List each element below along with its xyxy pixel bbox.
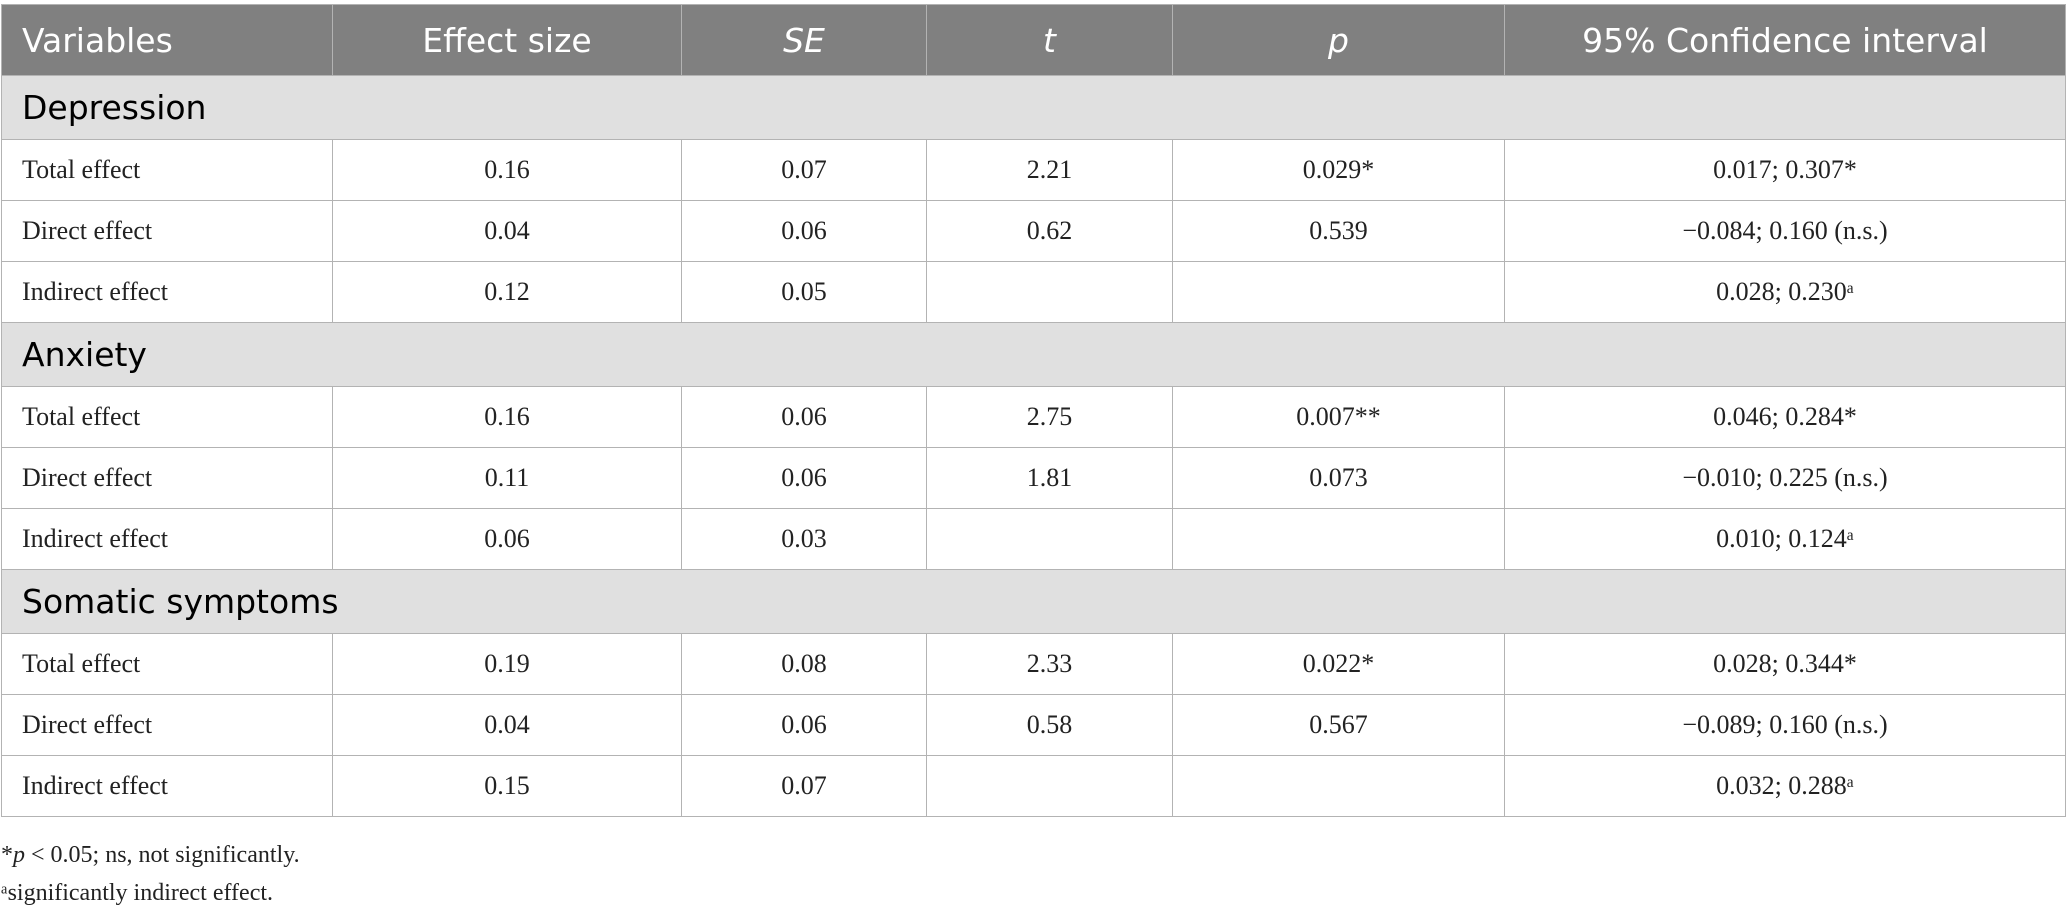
data-row: Indirect effect 0.12 0.05 0.028; 0.230ᵃ — [1, 261, 2066, 323]
cell — [926, 508, 1173, 570]
cell: 0.022* — [1172, 633, 1505, 695]
cell: 0.16 — [332, 139, 682, 201]
cell: 2.33 — [926, 633, 1173, 695]
section-title: Anxiety — [1, 322, 2066, 387]
cell: 0.06 — [681, 447, 927, 509]
data-row: Total effect 0.16 0.06 2.75 0.007** 0.046; 0.… — [1, 386, 2066, 448]
cell: −0.010; 0.225 (n.s.) — [1504, 447, 2066, 509]
cell: 0.539 — [1172, 200, 1505, 262]
cell: 0.08 — [681, 633, 927, 695]
data-row: Indirect effect 0.15 0.07 0.032; 0.288ᵃ — [1, 755, 2066, 817]
cell: 0.19 — [332, 633, 682, 695]
cell: 0.017; 0.307* — [1504, 139, 2066, 201]
cell — [1172, 261, 1505, 323]
column-header: SE — [681, 4, 927, 76]
cell: 0.16 — [332, 386, 682, 448]
cell: 2.75 — [926, 386, 1173, 448]
cell: 0.58 — [926, 694, 1173, 756]
footnote: ᵃsignificantly indirect effect. — [1, 880, 274, 906]
section-row: Anxiety — [1, 322, 2066, 387]
footnote-mark: * — [1, 842, 13, 868]
header-row: Variables Effect size SE t p 95% Confidence i… — [1, 4, 2066, 76]
cell: 0.62 — [926, 200, 1173, 262]
footnotes: *p < 0.05; ns, not significantly. ᵃsigni… — [1, 836, 300, 912]
row-label: Direct effect — [1, 447, 333, 509]
cell — [926, 261, 1173, 323]
cell: 0.07 — [681, 139, 927, 201]
cell: 0.04 — [332, 200, 682, 262]
data-row: Direct effect 0.11 0.06 1.81 0.073 −0.010; 0.… — [1, 447, 2066, 509]
footnote: *p < 0.05; ns, not significantly. — [1, 836, 300, 874]
column-header: Variables — [1, 4, 333, 76]
cell: −0.089; 0.160 (n.s.) — [1504, 694, 2066, 756]
data-row: Indirect effect 0.06 0.03 0.010; 0.124ᵃ — [1, 508, 2066, 570]
cell — [1172, 755, 1505, 817]
cell — [926, 755, 1173, 817]
cell: 0.06 — [681, 694, 927, 756]
row-label: Total effect — [1, 633, 333, 695]
cell: 0.029* — [1172, 139, 1505, 201]
cell: 2.21 — [926, 139, 1173, 201]
data-row: Total effect 0.16 0.07 2.21 0.029* 0.017; 0.3… — [1, 139, 2066, 201]
footnote-text: < 0.05; ns, not significantly. — [25, 842, 300, 868]
cell — [1172, 508, 1505, 570]
column-header: Effect size — [332, 4, 682, 76]
cell: −0.084; 0.160 (n.s.) — [1504, 200, 2066, 262]
cell: 0.15 — [332, 755, 682, 817]
cell: 0.032; 0.288ᵃ — [1504, 755, 2066, 817]
cell: 0.046; 0.284* — [1504, 386, 2066, 448]
data-row: Direct effect 0.04 0.06 0.62 0.539 −0.084; 0.… — [1, 200, 2066, 262]
section-title: Depression — [1, 75, 2066, 140]
results-table: Variables Effect size SE t p 95% Confidence i… — [1, 4, 2066, 817]
row-label: Total effect — [1, 386, 333, 448]
cell: 0.06 — [681, 200, 927, 262]
footnote-symbol: p — [13, 842, 25, 868]
cell: 0.07 — [681, 755, 927, 817]
row-label: Indirect effect — [1, 508, 333, 570]
cell: 0.007** — [1172, 386, 1505, 448]
cell: 0.05 — [681, 261, 927, 323]
row-label: Indirect effect — [1, 755, 333, 817]
section-title: Somatic symptoms — [1, 569, 2066, 634]
cell: 0.03 — [681, 508, 927, 570]
cell: 0.010; 0.124ᵃ — [1504, 508, 2066, 570]
row-label: Direct effect — [1, 694, 333, 756]
cell: 0.567 — [1172, 694, 1505, 756]
cell: 0.12 — [332, 261, 682, 323]
column-header: t — [926, 4, 1173, 76]
section-row: Somatic symptoms — [1, 569, 2066, 634]
cell: 0.06 — [332, 508, 682, 570]
row-label: Total effect — [1, 139, 333, 201]
cell: 0.11 — [332, 447, 682, 509]
row-label: Indirect effect — [1, 261, 333, 323]
cell: 0.028; 0.230ᵃ — [1504, 261, 2066, 323]
cell: 0.028; 0.344* — [1504, 633, 2066, 695]
cell: 1.81 — [926, 447, 1173, 509]
data-row: Direct effect 0.04 0.06 0.58 0.567 −0.089; 0.… — [1, 694, 2066, 756]
cell: 0.04 — [332, 694, 682, 756]
section-row: Depression — [1, 75, 2066, 140]
cell: 0.06 — [681, 386, 927, 448]
table-body: Depression Total effect 0.16 0.07 2.21 0.029*… — [1, 75, 2066, 817]
column-header: p — [1172, 4, 1505, 76]
row-label: Direct effect — [1, 200, 333, 262]
column-header: 95% Confidence interval — [1504, 4, 2066, 76]
data-row: Total effect 0.19 0.08 2.33 0.022* 0.028; 0.3… — [1, 633, 2066, 695]
cell: 0.073 — [1172, 447, 1505, 509]
